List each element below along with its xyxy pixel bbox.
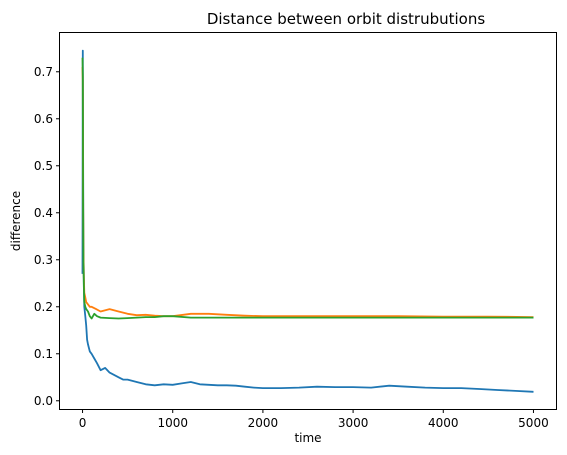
y-tick-label: 0.3 [34,253,53,267]
x-tick-label: 4000 [428,416,459,430]
plot-lines [81,49,534,393]
y-tick-label: 0.5 [34,159,53,173]
y-tick-label: 0.4 [34,206,53,220]
x-tick-label: 5000 [518,416,549,430]
x-tick-label: 2000 [248,416,279,430]
series-line-1 [81,49,534,393]
x-tick-label: 0 [79,416,87,430]
x-tick-label: 1000 [157,416,188,430]
series-line-2 [81,67,534,318]
y-tick-label: 0.1 [34,347,53,361]
chart-title: Distance between orbit distrubutions [207,10,485,28]
y-axis-label: difference [9,191,23,251]
y-tick-label: 0.7 [34,65,53,79]
plot-frame [59,32,557,410]
y-axis-ticks: 0.0 0.1 0.2 0.3 0.4 0.5 0.6 0.7 [34,65,60,408]
series-line-3 [81,57,534,320]
x-axis-label: time [294,431,321,445]
y-tick-label: 0.0 [34,394,53,408]
y-tick-label: 0.6 [34,112,53,126]
x-tick-label: 3000 [338,416,369,430]
y-tick-label: 0.2 [34,300,53,314]
x-axis-ticks: 0 1000 2000 3000 4000 5000 [79,409,549,430]
